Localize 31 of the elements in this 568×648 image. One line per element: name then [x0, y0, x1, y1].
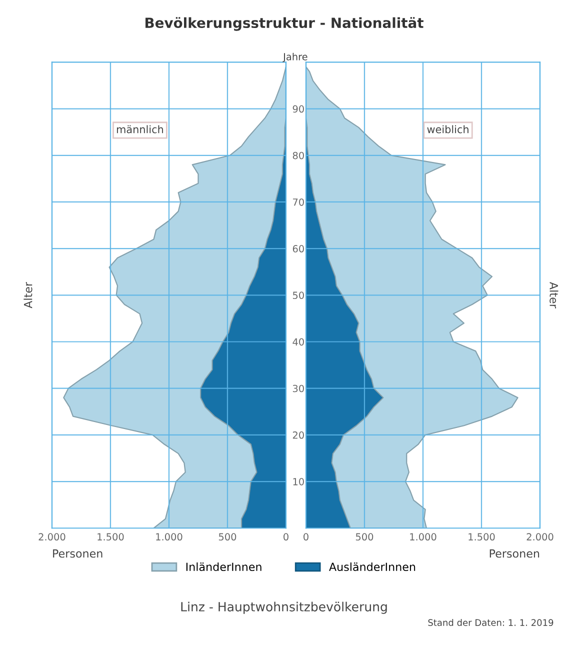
x-tick-label: 1.500: [98, 533, 124, 541]
x-tick-label: 1.000: [156, 533, 182, 541]
x-tick-label: 500: [356, 533, 374, 541]
x-tick-label: 0: [284, 533, 288, 541]
text: Stand der Daten: 1. 1. 2019: [428, 619, 554, 626]
y-tick-label: 30: [292, 384, 304, 392]
x-axis-title: Personen: [53, 549, 102, 558]
y-tick-label: 60: [292, 245, 304, 252]
legend-label: InländerInnen: [186, 562, 262, 572]
y-tick-label: 20: [292, 431, 304, 439]
text: Linz - Hauptwohnsitzbevölkerung: [181, 602, 387, 614]
y2-axis-title: Alter: [550, 282, 558, 308]
annotation: weiblich: [427, 125, 468, 134]
x-tick-label: 2.000: [38, 533, 66, 541]
y-axis-title: Jahre: [282, 52, 308, 62]
y-axis-title: Alter: [24, 282, 32, 308]
y-tick-label: 80: [292, 152, 304, 160]
y-tick-label: 10: [293, 478, 304, 486]
x-tick-label: 1.000: [410, 533, 436, 541]
legend-label: AusländerInnen: [329, 562, 416, 572]
y-tick-label: 40: [292, 338, 304, 346]
x-tick-label: 1.500: [468, 533, 495, 541]
annotation: männlich: [116, 125, 164, 134]
x-tick-label: 500: [218, 533, 236, 541]
x-tick-label: 2.000: [526, 533, 554, 541]
x-axis-title: Personen: [490, 549, 540, 558]
y-tick-label: 90: [292, 105, 304, 113]
y-tick-label: 70: [293, 198, 304, 206]
y-tick-label: 50: [292, 292, 304, 299]
chart-title: Bevölkerungsstruktur - Nationalität: [146, 17, 424, 31]
x-tick-label: 0: [304, 533, 308, 541]
